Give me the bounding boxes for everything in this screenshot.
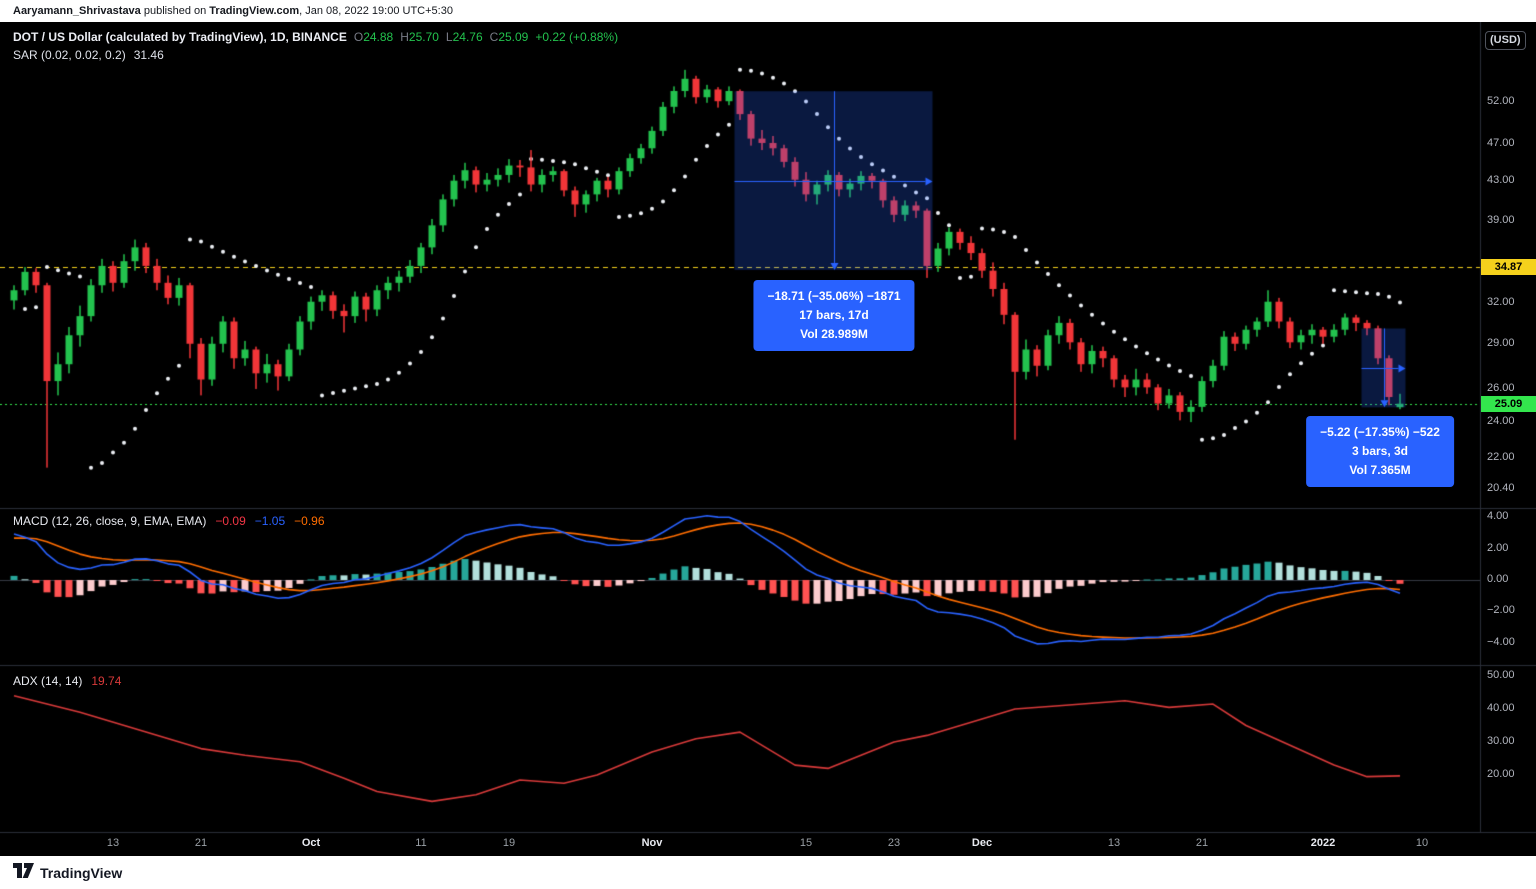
chart-region: DOT / US Dollar (calculated by TradingVi… — [0, 22, 1536, 856]
open-value: 24.88 — [363, 30, 394, 44]
open-label: O — [353, 30, 364, 44]
tradingview-logo-text[interactable]: TradingView — [40, 864, 123, 881]
adx-legend-label: ADX (14, 14) — [13, 674, 83, 688]
price-axis-label: 20.00 — [1487, 768, 1515, 780]
time-axis-label: 21 — [1195, 837, 1209, 849]
symbol-title: DOT / US Dollar (calculated by TradingVi… — [13, 30, 347, 44]
price-axis-label: 30.00 — [1487, 735, 1515, 747]
measure-line: 17 bars, 17d — [799, 308, 869, 322]
alert-price-badge: 34.87 — [1481, 259, 1536, 276]
measure-line: −18.71 (−35.06%) −1871 — [767, 289, 901, 303]
adx-legend-value: 19.74 — [91, 674, 122, 688]
currency-toggle[interactable]: (USD) — [1485, 31, 1526, 50]
price-axis-label: 43.00 — [1487, 173, 1515, 186]
symbol-legend-row[interactable]: DOT / US Dollar (calculated by TradingVi… — [13, 28, 618, 46]
measure-line: Vol 28.989M — [800, 327, 868, 341]
price-axis-label: 26.00 — [1487, 381, 1515, 394]
close-value: 25.09 — [498, 30, 529, 44]
price-axis-label: 40.00 — [1487, 702, 1515, 714]
attribution-site: TradingView.com — [209, 5, 300, 17]
price-axis-label: 50.00 — [1487, 669, 1515, 681]
time-axis-label: 19 — [502, 837, 516, 849]
macd-legend[interactable]: MACD (12, 26, close, 9, EMA, EMA) −0.09 −1… — [13, 514, 325, 528]
time-axis-label: 21 — [194, 837, 208, 849]
time-axis-label: Nov — [641, 837, 663, 849]
measure-tooltip-1: −18.71 (−35.06%) −1871 17 bars, 17d Vol … — [753, 280, 915, 351]
price-axis-label: 47.00 — [1487, 136, 1515, 149]
time-axis-label: 11 — [415, 837, 427, 849]
measure-line: −5.22 (−17.35%) −522 — [1320, 425, 1440, 439]
last-price-badge: 25.09 — [1481, 395, 1536, 412]
macd-line-value: −1.05 — [254, 514, 286, 528]
measure-tooltip-2: −5.22 (−17.35%) −522 3 bars, 3d Vol 7.36… — [1306, 416, 1454, 487]
time-axis-label: 15 — [799, 837, 813, 849]
price-axis-label: 22.00 — [1487, 451, 1515, 464]
chart-canvas[interactable] — [0, 22, 1536, 856]
price-axis-label: 4.00 — [1487, 510, 1509, 523]
main-chart-legend[interactable]: DOT / US Dollar (calculated by TradingVi… — [13, 28, 618, 64]
low-label: L — [445, 30, 453, 44]
sar-legend-row[interactable]: SAR (0.02, 0.02, 0.2) 31.46 — [13, 46, 618, 64]
time-axis-label: Dec — [971, 837, 993, 849]
macd-histogram-value: −0.09 — [215, 514, 246, 528]
low-value: 24.76 — [452, 30, 483, 44]
macd-signal-value: −0.96 — [294, 514, 325, 528]
close-label: C — [489, 30, 499, 44]
price-axis-label: 0.00 — [1487, 573, 1509, 585]
price-axis-label: 32.00 — [1487, 296, 1515, 308]
time-axis-label: 13 — [106, 837, 120, 849]
price-axis-label: 24.00 — [1487, 415, 1515, 428]
change-value: +0.22 (+0.88%) — [535, 30, 619, 44]
attribution-datetime: , Jan 08, 2022 19:00 UTC+5:30 — [299, 5, 453, 17]
price-axis-label: −2.00 — [1487, 604, 1515, 617]
time-axis-label: 23 — [887, 837, 901, 849]
high-label: H — [400, 30, 409, 44]
macd-legend-label: MACD (12, 26, close, 9, EMA, EMA) — [13, 514, 207, 528]
time-axis-label: 10 — [1415, 837, 1429, 849]
time-axis[interactable]: 13 21 Oct 11 19 Nov 15 23 Dec 13 21 2022 10 — [0, 832, 1481, 856]
measure-line: 3 bars, 3d — [1351, 444, 1409, 458]
footer-bar: TradingView — [0, 856, 1536, 889]
attribution-user: Aaryamann_Shrivastava — [13, 5, 141, 17]
attribution-middle: published on — [140, 5, 210, 17]
price-axis-label: 39.00 — [1487, 214, 1515, 227]
attribution-bar: Aaryamann_Shrivastava published on Tradi… — [0, 0, 1536, 22]
time-axis-label: 2022 — [1310, 837, 1336, 849]
tradingview-logo-icon[interactable] — [13, 862, 34, 883]
price-axis-label: 52.00 — [1487, 95, 1515, 107]
measure-line: Vol 7.365M — [1349, 463, 1411, 477]
time-axis-label: Oct — [301, 837, 321, 849]
price-axis-label: 29.00 — [1487, 336, 1515, 349]
price-axis-label: 2.00 — [1487, 541, 1509, 554]
high-value: 25.70 — [408, 30, 439, 44]
price-axis-label: 20.40 — [1487, 482, 1515, 495]
sar-legend-value: 31.46 — [133, 48, 164, 62]
price-axis-label: −4.00 — [1487, 635, 1515, 648]
time-axis-label: 13 — [1107, 837, 1121, 849]
price-axis[interactable]: 52.00 47.00 43.00 39.00 32.00 29.00 26.00 24.00… — [1481, 22, 1536, 832]
sar-legend-label: SAR (0.02, 0.02, 0.2) — [13, 48, 126, 62]
adx-legend[interactable]: ADX (14, 14) 19.74 — [13, 674, 121, 688]
